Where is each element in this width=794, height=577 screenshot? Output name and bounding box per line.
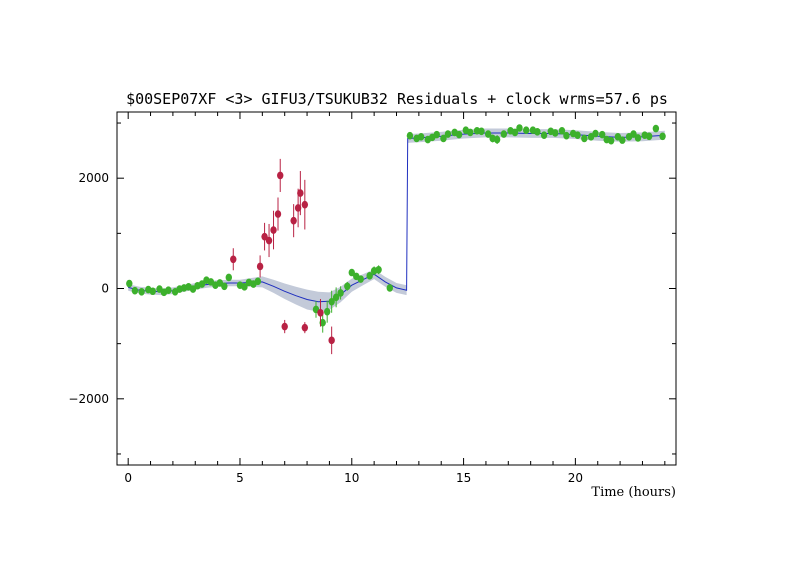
- point-used: [511, 128, 519, 137]
- axes: 0 5 10 15 20 −2000 0 2000: [68, 112, 676, 485]
- point-rejected: [274, 210, 282, 218]
- x-axis-label: Time (hours): [591, 485, 676, 500]
- x-tick-label: 5: [236, 471, 244, 485]
- point-used: [241, 283, 248, 291]
- point-used: [563, 131, 570, 140]
- x-tick-label: 20: [568, 471, 583, 485]
- point-rejected: [301, 323, 309, 332]
- chart-title: $00SEP07XF <3> GIFU3/TSUKUB32 Residuals …: [126, 90, 668, 108]
- point-used: [484, 130, 492, 138]
- point-used: [522, 126, 530, 135]
- point-used: [552, 129, 559, 137]
- point-used: [558, 126, 566, 135]
- point-used: [126, 279, 133, 288]
- point-used: [540, 131, 548, 139]
- plot-area: [126, 124, 666, 355]
- y-tick-label: −2000: [68, 392, 109, 406]
- x-tick-label: 15: [456, 471, 471, 485]
- point-used: [328, 297, 335, 306]
- point-used: [652, 124, 660, 133]
- y-tick-label: 0: [101, 282, 109, 296]
- point-used: [634, 134, 642, 142]
- point-used: [406, 131, 414, 140]
- point-rejected: [270, 226, 277, 234]
- point-used: [319, 318, 326, 327]
- point-used: [659, 132, 666, 141]
- point-used: [581, 134, 588, 143]
- x-tick-label: 0: [124, 471, 132, 485]
- point-used: [254, 277, 262, 286]
- point-used: [433, 130, 440, 139]
- point-rejected: [328, 336, 335, 345]
- point-used: [607, 136, 615, 145]
- point-used: [455, 130, 463, 139]
- point-used: [332, 293, 340, 302]
- point-used: [516, 124, 523, 132]
- point-rejected: [256, 262, 264, 271]
- point-used: [337, 289, 344, 297]
- point-used: [375, 265, 382, 274]
- point-rejected: [230, 255, 237, 264]
- point-rejected: [261, 232, 268, 241]
- point-used: [599, 130, 606, 139]
- x-tick-label: 10: [344, 471, 359, 485]
- point-used: [348, 268, 355, 277]
- point-used: [344, 282, 351, 291]
- point-used: [323, 307, 331, 316]
- point-rejected: [297, 189, 304, 197]
- point-rejected: [265, 236, 273, 245]
- point-used: [534, 128, 541, 136]
- point-used: [386, 284, 393, 292]
- point-rejected: [294, 204, 302, 212]
- point-used: [440, 134, 447, 143]
- point-used: [619, 136, 626, 144]
- y-tick-label: 2000: [78, 171, 109, 185]
- point-used: [592, 129, 599, 138]
- point-rejected: [301, 200, 309, 209]
- point-used: [417, 133, 425, 141]
- point-used: [149, 287, 156, 296]
- point-used: [467, 128, 474, 137]
- point-used: [165, 286, 172, 294]
- point-used: [131, 286, 139, 295]
- point-used: [478, 127, 485, 136]
- point-used: [493, 135, 501, 144]
- point-rejected: [290, 216, 297, 225]
- point-used: [225, 273, 232, 282]
- point-used: [221, 282, 228, 291]
- point-used: [366, 272, 373, 280]
- point-used: [198, 280, 206, 288]
- clock-model-line: [128, 132, 665, 303]
- point-rejected: [277, 171, 284, 180]
- point-used: [138, 288, 145, 296]
- point-used: [357, 275, 364, 283]
- point-used: [444, 130, 452, 138]
- point-used: [500, 130, 508, 138]
- point-used: [574, 131, 581, 139]
- point-rejected: [317, 308, 324, 317]
- point-used: [645, 132, 653, 141]
- point-used: [630, 130, 637, 138]
- point-rejected: [281, 322, 288, 331]
